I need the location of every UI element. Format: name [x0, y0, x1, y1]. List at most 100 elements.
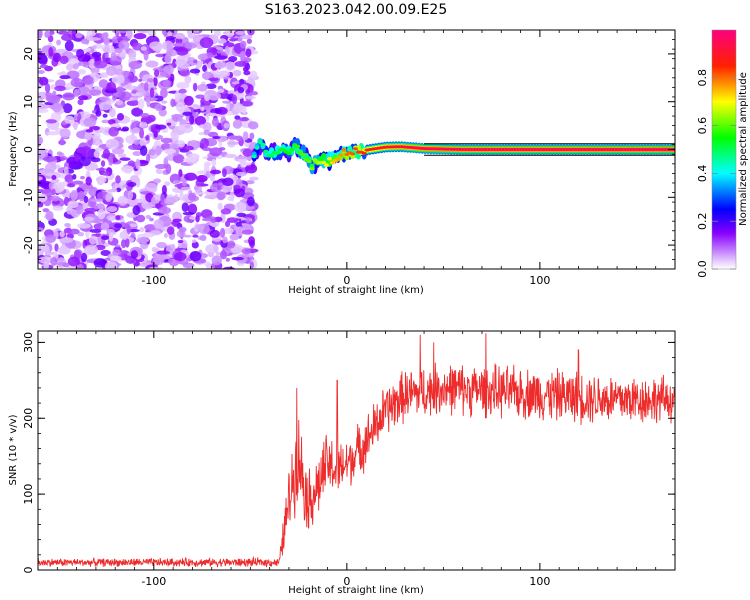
noise-speckle — [106, 215, 116, 221]
noise-speckle — [67, 256, 81, 267]
noise-speckle — [153, 178, 161, 184]
noise-speckle — [137, 98, 145, 110]
noise-speckle — [84, 216, 95, 222]
snr-frame — [37, 330, 676, 571]
noise-speckle — [95, 175, 107, 184]
noise-speckle — [196, 170, 209, 175]
noise-speckle — [199, 223, 204, 233]
noise-speckle — [193, 104, 201, 109]
spectrogram-y-axis-label: Frequency (Hz) — [8, 111, 19, 187]
noise-speckle — [143, 49, 149, 61]
noise-speckle — [89, 198, 103, 203]
noise-speckle — [209, 169, 222, 175]
noise-speckle — [220, 208, 232, 215]
colorbar-ticks: 0.0 0.2 0.4 0.6 0.8 — [696, 69, 736, 278]
noise-speckle — [203, 195, 218, 199]
noise-speckle — [113, 68, 124, 76]
colorbar-tick-label: 0.8 — [696, 69, 709, 87]
noise-speckle — [38, 30, 43, 39]
noise-speckle — [189, 114, 195, 125]
noise-speckle — [164, 53, 172, 65]
noise-speckle — [93, 258, 107, 268]
noise-speckle — [232, 69, 242, 77]
snr-y-axis-label: SNR (10 * v/v) — [8, 414, 19, 485]
noise-speckle — [99, 73, 105, 78]
noise-speckle — [222, 100, 232, 104]
noise-speckle — [214, 61, 226, 69]
snr-axes: -100 0 100 0 100 200 300 — [22, 331, 676, 588]
noise-speckle — [161, 100, 168, 104]
noise-speckle — [207, 112, 217, 116]
noise-speckle — [151, 127, 158, 134]
noise-speckle — [165, 36, 177, 40]
noise-speckle — [151, 246, 158, 253]
noise-speckle — [147, 183, 158, 188]
noise-speckle — [51, 188, 56, 196]
noise-speckle — [130, 232, 136, 239]
noise-speckle — [209, 147, 223, 157]
noise-speckle — [93, 60, 108, 69]
x-tick-label: -100 — [141, 274, 166, 287]
noise-speckle — [153, 95, 164, 102]
noise-speckle — [64, 40, 74, 52]
noise-speckle — [59, 55, 69, 65]
noise-speckle — [148, 266, 163, 269]
noise-speckle — [234, 188, 245, 198]
colorbar-tick-label: 0.6 — [696, 117, 709, 135]
noise-speckle — [177, 140, 186, 148]
noise-speckle — [112, 30, 120, 34]
noise-speckle — [124, 238, 130, 248]
noise-speckle — [56, 151, 63, 156]
noise-speckle — [202, 64, 208, 72]
noise-speckle — [99, 101, 112, 111]
y-tick-label: -20 — [22, 236, 35, 254]
noise-speckle — [119, 230, 129, 240]
snr-line — [38, 333, 675, 568]
noise-speckle — [239, 34, 253, 40]
noise-speckle — [62, 103, 73, 114]
noise-speckle — [170, 132, 180, 142]
noise-speckle — [108, 107, 116, 118]
noise-speckle — [104, 52, 109, 59]
noise-speckle — [52, 205, 64, 211]
noise-speckle — [206, 263, 211, 269]
noise-speckle — [91, 51, 102, 58]
noise-speckle — [80, 146, 92, 158]
noise-speckle — [78, 190, 85, 202]
noise-speckle — [77, 86, 90, 96]
noise-speckle — [60, 237, 73, 244]
noise-speckle — [173, 252, 187, 262]
noise-speckle — [99, 96, 110, 102]
noise-speckle — [101, 170, 110, 176]
noise-speckle — [181, 202, 189, 213]
noise-speckle — [79, 155, 91, 167]
noise-speckle — [222, 177, 234, 187]
noise-speckle — [73, 122, 78, 131]
noise-speckle — [61, 33, 75, 42]
noise-speckle — [217, 202, 223, 210]
noise-speckle — [44, 83, 51, 93]
noise-speckle — [174, 179, 181, 184]
noise-speckle — [178, 88, 187, 94]
noise-speckle — [226, 30, 234, 38]
noise-speckle — [83, 195, 89, 204]
noise-speckle — [133, 139, 140, 145]
noise-speckle — [139, 122, 148, 129]
signal-point — [300, 152, 307, 157]
noise-speckle — [178, 124, 185, 130]
noise-speckle — [212, 135, 221, 140]
noise-speckle — [45, 172, 58, 177]
noise-speckle — [95, 167, 107, 171]
noise-speckle — [77, 69, 87, 75]
noise-speckle — [102, 148, 110, 159]
noise-speckle — [193, 108, 207, 113]
noise-speckle — [234, 201, 247, 213]
noise-speckle — [219, 250, 228, 260]
noise-speckle — [38, 150, 46, 160]
noise-speckle — [245, 217, 252, 224]
noise-speckle — [67, 200, 79, 209]
noise-speckle — [128, 49, 137, 60]
noise-speckle — [77, 232, 85, 237]
noise-speckle — [116, 113, 125, 121]
